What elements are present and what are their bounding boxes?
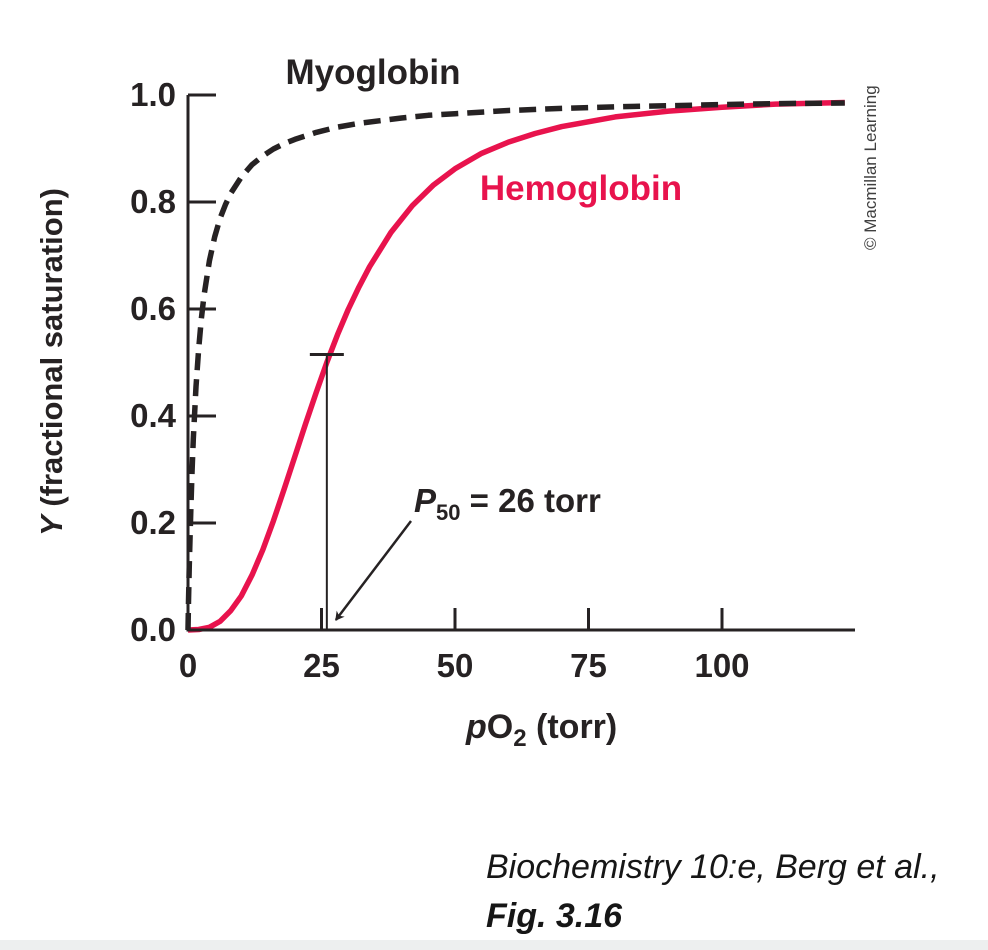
p50-value: = 26 torr — [461, 482, 601, 519]
myoglobin-curve-label: Myoglobin — [286, 53, 461, 92]
y-tick-label: 0.4 — [130, 397, 177, 434]
x-tick-label: 50 — [437, 647, 474, 684]
x-tick-label: 100 — [694, 647, 749, 684]
x-axis-label-units: (torr) — [527, 708, 618, 746]
myoglobin-curve — [185, 100, 845, 631]
hemoglobin-curve — [187, 99, 845, 633]
hemoglobin-curve-label: Hemoglobin — [480, 169, 682, 208]
copyright-vertical-text: © Macmillan Learning — [861, 85, 880, 250]
y-tick-label: 1.0 — [130, 76, 176, 113]
p50-marker-group — [309, 353, 412, 630]
axes-group — [186, 95, 855, 632]
axis-lines — [186, 95, 855, 632]
tick-group: 0 25 50 75 100 0.0 0.2 0.4 0.6 0.8 1.0 — [130, 76, 749, 684]
x-tick-label: 25 — [303, 647, 340, 684]
figure-caption: Biochemistry 10:e, Berg et al., Fig. 3.1… — [486, 843, 940, 941]
p50-subscript: 50 — [436, 500, 460, 525]
y-tick-label: 0.6 — [130, 290, 176, 327]
x-axis-label-sub: 2 — [513, 725, 526, 752]
p50-symbol: P — [414, 482, 437, 519]
x-axis-label: pO2 (torr) — [465, 708, 617, 752]
p50-arrow — [334, 520, 412, 621]
x-tick-label: 0 — [179, 647, 197, 684]
y-tick-label: 0.0 — [130, 611, 176, 648]
p50-annotation: P50 = 26 torr — [414, 482, 601, 525]
y-tick-label: 0.8 — [130, 183, 176, 220]
y-axis-label: Y (fractional saturation) — [34, 188, 69, 536]
curve-group — [185, 99, 845, 633]
caption-source-line: Biochemistry 10:e, Berg et al., — [486, 848, 940, 886]
x-tick-label: 75 — [570, 647, 607, 684]
oxygen-binding-chart: 0 25 50 75 100 0.0 0.2 0.4 0.6 0.8 1.0 Myoglobin H… — [34, 53, 880, 752]
x-axis-label-p: p — [465, 708, 487, 746]
y-axis-label-y: Y — [34, 512, 69, 536]
bottom-edge-strip — [0, 940, 988, 950]
caption-figure-number: Fig. 3.16 — [486, 897, 623, 935]
y-tick-label: 0.2 — [130, 504, 176, 541]
y-axis-label-rest: (fractional saturation) — [34, 188, 69, 515]
x-axis-label-o: O — [487, 708, 513, 746]
